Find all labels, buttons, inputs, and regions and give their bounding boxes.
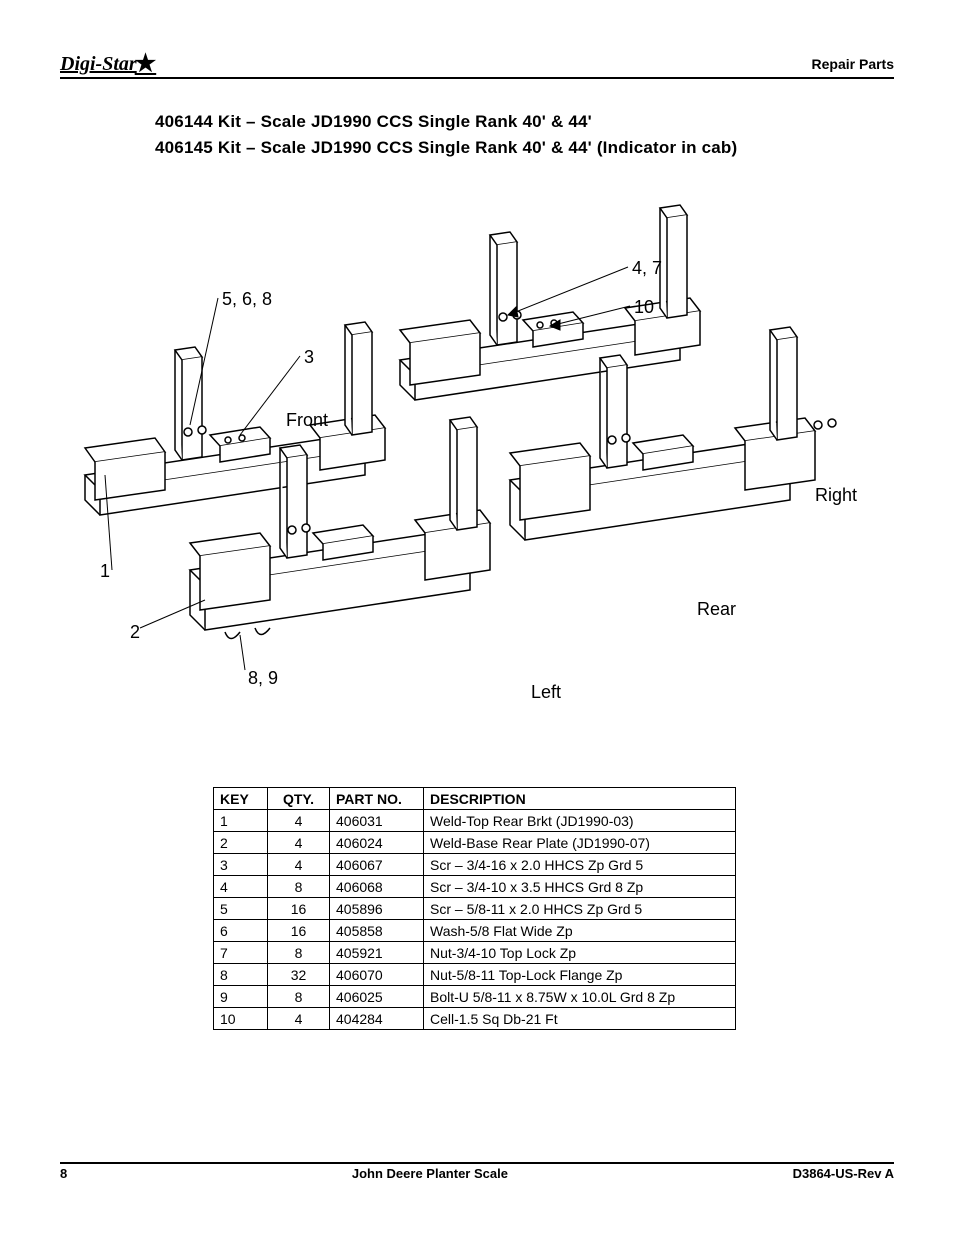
cell-desc: Nut-3/4-10 Top Lock Zp — [424, 942, 736, 964]
cell-key: 5 — [214, 898, 268, 920]
cell-partno: 406024 — [330, 832, 424, 854]
front-beam-assembly — [85, 322, 385, 515]
title-block: 406144 Kit – Scale JD1990 CCS Single Ran… — [155, 112, 894, 164]
cell-key: 2 — [214, 832, 268, 854]
label-front: Front — [286, 410, 328, 431]
label-2: 2 — [130, 622, 140, 643]
table-row: 104404284Cell-1.5 Sq Db-21 Ft — [214, 1008, 736, 1030]
table-header-row: KEY QTY. PART NO. DESCRIPTION — [214, 788, 736, 810]
label-89: 8, 9 — [248, 668, 278, 689]
table-row: 34406067Scr – 3/4-16 x 2.0 HHCS Zp Grd 5 — [214, 854, 736, 876]
cell-partno: 406025 — [330, 986, 424, 1008]
cell-qty: 4 — [268, 832, 330, 854]
label-47: 4, 7 — [632, 258, 662, 279]
table-row: 48406068Scr – 3/4-10 x 3.5 HHCS Grd 8 Zp — [214, 876, 736, 898]
parts-table: KEY QTY. PART NO. DESCRIPTION 14406031We… — [213, 787, 736, 1030]
cell-partno: 406070 — [330, 964, 424, 986]
cell-key: 6 — [214, 920, 268, 942]
cell-desc: Nut-5/8-11 Top-Lock Flange Zp — [424, 964, 736, 986]
cell-qty: 8 — [268, 986, 330, 1008]
table-row: 98406025Bolt-U 5/8-11 x 8.75W x 10.0L Gr… — [214, 986, 736, 1008]
cell-qty: 32 — [268, 964, 330, 986]
cell-desc: Scr – 3/4-10 x 3.5 HHCS Grd 8 Zp — [424, 876, 736, 898]
cell-key: 10 — [214, 1008, 268, 1030]
cell-partno: 405858 — [330, 920, 424, 942]
header-partno: PART NO. — [330, 788, 424, 810]
label-right: Right — [815, 485, 857, 506]
cell-partno: 405921 — [330, 942, 424, 964]
cell-qty: 4 — [268, 854, 330, 876]
table-row: 832406070Nut-5/8-11 Top-Lock Flange Zp — [214, 964, 736, 986]
star-icon: ★ — [135, 52, 157, 76]
cell-partno: 406067 — [330, 854, 424, 876]
cell-desc: Weld-Base Rear Plate (JD1990-07) — [424, 832, 736, 854]
cell-key: 1 — [214, 810, 268, 832]
cell-qty: 4 — [268, 1008, 330, 1030]
table-row: 24406024Weld-Base Rear Plate (JD1990-07) — [214, 832, 736, 854]
cell-qty: 16 — [268, 898, 330, 920]
header-desc: DESCRIPTION — [424, 788, 736, 810]
cell-partno: 404284 — [330, 1008, 424, 1030]
label-rear: Rear — [697, 599, 736, 620]
cell-desc: Wash-5/8 Flat Wide Zp — [424, 920, 736, 942]
page-number: 8 — [60, 1166, 67, 1181]
cell-partno: 406068 — [330, 876, 424, 898]
cell-desc: Bolt-U 5/8-11 x 8.75W x 10.0L Grd 8 Zp — [424, 986, 736, 1008]
footer-doc: D3864-US-Rev A — [793, 1166, 894, 1181]
label-10: 10 — [634, 297, 654, 318]
cell-desc: Cell-1.5 Sq Db-21 Ft — [424, 1008, 736, 1030]
label-3: 3 — [304, 347, 314, 368]
cell-qty: 8 — [268, 942, 330, 964]
label-568: 5, 6, 8 — [222, 289, 272, 310]
cell-desc: Weld-Top Rear Brkt (JD1990-03) — [424, 810, 736, 832]
diagram-svg — [60, 200, 894, 710]
label-left: Left — [531, 682, 561, 703]
cell-partno: 406031 — [330, 810, 424, 832]
table-row: 14406031Weld-Top Rear Brkt (JD1990-03) — [214, 810, 736, 832]
cell-qty: 4 — [268, 810, 330, 832]
cell-key: 7 — [214, 942, 268, 964]
logo-text: Digi-Star — [60, 53, 137, 76]
cell-desc: Scr – 3/4-16 x 2.0 HHCS Zp Grd 5 — [424, 854, 736, 876]
page-header: Digi-Star ★ Repair Parts — [60, 52, 894, 79]
cell-qty: 16 — [268, 920, 330, 942]
cell-partno: 405896 — [330, 898, 424, 920]
title-line-1: 406144 Kit – Scale JD1990 CCS Single Ran… — [155, 112, 894, 132]
page-footer: 8 John Deere Planter Scale D3864-US-Rev … — [60, 1162, 894, 1181]
right-front-beam-assembly — [400, 205, 700, 400]
exploded-diagram: 5, 6, 8 3 4, 7 10 1 2 8, 9 Front Rear Le… — [60, 200, 894, 710]
header-key: KEY — [214, 788, 268, 810]
table-row: 78405921Nut-3/4-10 Top Lock Zp — [214, 942, 736, 964]
cell-key: 4 — [214, 876, 268, 898]
label-1: 1 — [100, 561, 110, 582]
table-row: 616405858Wash-5/8 Flat Wide Zp — [214, 920, 736, 942]
cell-key: 9 — [214, 986, 268, 1008]
table-row: 516405896Scr – 5/8-11 x 2.0 HHCS Zp Grd … — [214, 898, 736, 920]
cell-key: 3 — [214, 854, 268, 876]
header-qty: QTY. — [268, 788, 330, 810]
brand-logo: Digi-Star ★ — [60, 52, 156, 76]
cell-desc: Scr – 5/8-11 x 2.0 HHCS Zp Grd 5 — [424, 898, 736, 920]
title-line-2: 406145 Kit – Scale JD1990 CCS Single Ran… — [155, 138, 894, 158]
section-title: Repair Parts — [812, 56, 894, 72]
cell-key: 8 — [214, 964, 268, 986]
table-body: 14406031Weld-Top Rear Brkt (JD1990-03)24… — [214, 810, 736, 1030]
footer-center: John Deere Planter Scale — [352, 1166, 508, 1181]
cell-qty: 8 — [268, 876, 330, 898]
